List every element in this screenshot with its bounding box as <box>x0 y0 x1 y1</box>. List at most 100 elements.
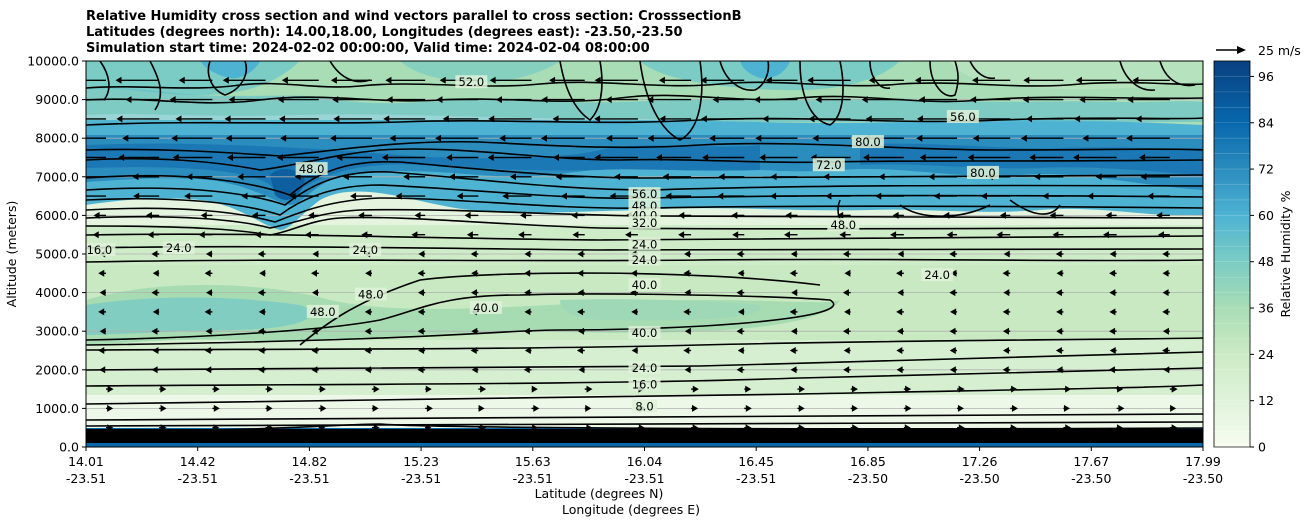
x-tick-label-lon: -23.51 <box>736 471 776 486</box>
wind-vector-head <box>692 385 699 393</box>
wind-vector-head <box>92 231 99 239</box>
contour-label-bg <box>812 158 845 172</box>
wind-vector-head <box>471 366 478 374</box>
x-tick-label-lon: -23.50 <box>848 471 888 486</box>
wind-vector-head <box>798 404 805 412</box>
wind-vector-head <box>373 385 380 393</box>
contour-label-bg <box>455 75 488 89</box>
contour-label-bg <box>628 277 661 291</box>
wind-vector-head <box>160 404 167 412</box>
wind-vector-head <box>577 308 584 316</box>
wind-vector-head <box>224 115 231 123</box>
wind-vector-head <box>905 404 912 412</box>
wind-vector-head <box>1079 96 1086 104</box>
x-tick-label-lon: -23.50 <box>1071 471 1111 486</box>
wind-vector-head <box>267 385 274 393</box>
wind-vector-head <box>815 96 822 104</box>
wind-vector-head <box>980 192 987 200</box>
wind-vector-head <box>572 231 579 239</box>
wind-vector-head <box>257 250 264 258</box>
wind-vector-head <box>1171 424 1178 432</box>
wind-vector-head <box>308 211 315 219</box>
y-tick-label: 6000.0 <box>35 208 79 223</box>
wind-vector-head <box>1029 154 1036 161</box>
contour-label: 24.0 <box>352 243 378 257</box>
wind-vector-head <box>918 96 925 104</box>
wind-vector-head <box>389 134 396 142</box>
wind-vector-head <box>520 211 527 219</box>
wind-vector-head <box>319 424 326 432</box>
contour-label: 48.0 <box>310 305 336 319</box>
wind-vector-head <box>1063 404 1070 412</box>
wind-vector-head <box>76 77 82 84</box>
wind-vector-head <box>844 308 851 316</box>
wind-vector-head <box>736 289 743 297</box>
wind-vector-head <box>1170 404 1177 412</box>
wind-vector-head <box>586 424 593 432</box>
y-tick-label: 1000.0 <box>35 401 79 416</box>
x-tick-label-lat: 15.63 <box>515 454 551 469</box>
wind-vector-head <box>524 289 531 297</box>
wind-vector-head <box>970 96 977 104</box>
wind-vector-head <box>863 154 870 161</box>
wind-vector-head <box>417 327 424 335</box>
wind-vector-head <box>524 308 531 316</box>
wind-vector-head <box>552 115 559 123</box>
wind-vector-head <box>172 154 179 161</box>
wind-vector-head <box>972 134 979 142</box>
wind-vector-head <box>241 192 248 200</box>
y-axis-label: Altitude (meters) <box>4 201 19 308</box>
wind-vector-head <box>222 76 229 84</box>
wind-vector-head <box>125 96 132 104</box>
wind-vector-head <box>709 134 716 142</box>
wind-vector-head <box>754 96 761 104</box>
wind-vector-head <box>446 154 453 161</box>
wind-vector-head <box>470 289 477 297</box>
wind-vector-head <box>1109 250 1116 258</box>
wind-vector-head <box>289 192 296 200</box>
wind-vector-head <box>311 289 318 297</box>
wind-vector-head <box>950 308 957 316</box>
wind-vector-head <box>851 385 858 393</box>
x-tick-label-lat: 17.26 <box>962 454 998 469</box>
wind-vector-head <box>560 192 567 200</box>
wind-vector-head <box>958 424 965 432</box>
x-tick-label-lat: 14.82 <box>292 454 328 469</box>
wind-vector-head <box>69 154 75 161</box>
wind-vector-head <box>365 269 372 277</box>
wind-vector-head <box>79 193 85 200</box>
x-tick-label-lon: -23.50 <box>959 471 999 486</box>
wind-vector-head <box>1140 173 1147 181</box>
wind-vector-head <box>916 134 923 142</box>
wind-vector-head <box>1042 192 1049 200</box>
wind-vector-head <box>736 327 743 335</box>
wind-vector-head <box>439 76 446 84</box>
wind-vector-head <box>896 327 903 335</box>
wind-vector-head <box>198 231 205 239</box>
wind-vector-head <box>946 231 953 239</box>
contour-label-bg <box>86 243 116 257</box>
wind-vector-head <box>638 424 645 432</box>
wind-vector-head <box>765 76 772 84</box>
wind-vector-head <box>839 231 846 239</box>
wind-vector-head <box>116 115 123 123</box>
wind-vector-head <box>281 76 288 84</box>
wind-vector-head <box>770 173 777 181</box>
wind-vector-head <box>98 308 105 316</box>
contour-label: 56.0 <box>632 187 658 201</box>
wind-vector-head <box>736 250 743 258</box>
wind-vector-head <box>178 76 185 84</box>
contour-label: 24.0 <box>632 237 658 251</box>
contour-label-bg <box>946 109 979 123</box>
colorbar-tick-label: 24 <box>1258 347 1274 362</box>
wind-vector-head <box>658 76 665 84</box>
wind-vector-head <box>1116 424 1123 432</box>
x-tick-label-lat: 16.45 <box>738 454 774 469</box>
wind-vector-head <box>1117 385 1124 393</box>
x-tick-label-lon: -23.50 <box>1183 471 1223 486</box>
wind-vector-head <box>442 115 449 123</box>
wind-vector-head <box>480 385 487 393</box>
wind-vector-head <box>1075 76 1082 84</box>
wind-vector-head <box>364 327 371 335</box>
wind-vector-head <box>98 347 105 354</box>
